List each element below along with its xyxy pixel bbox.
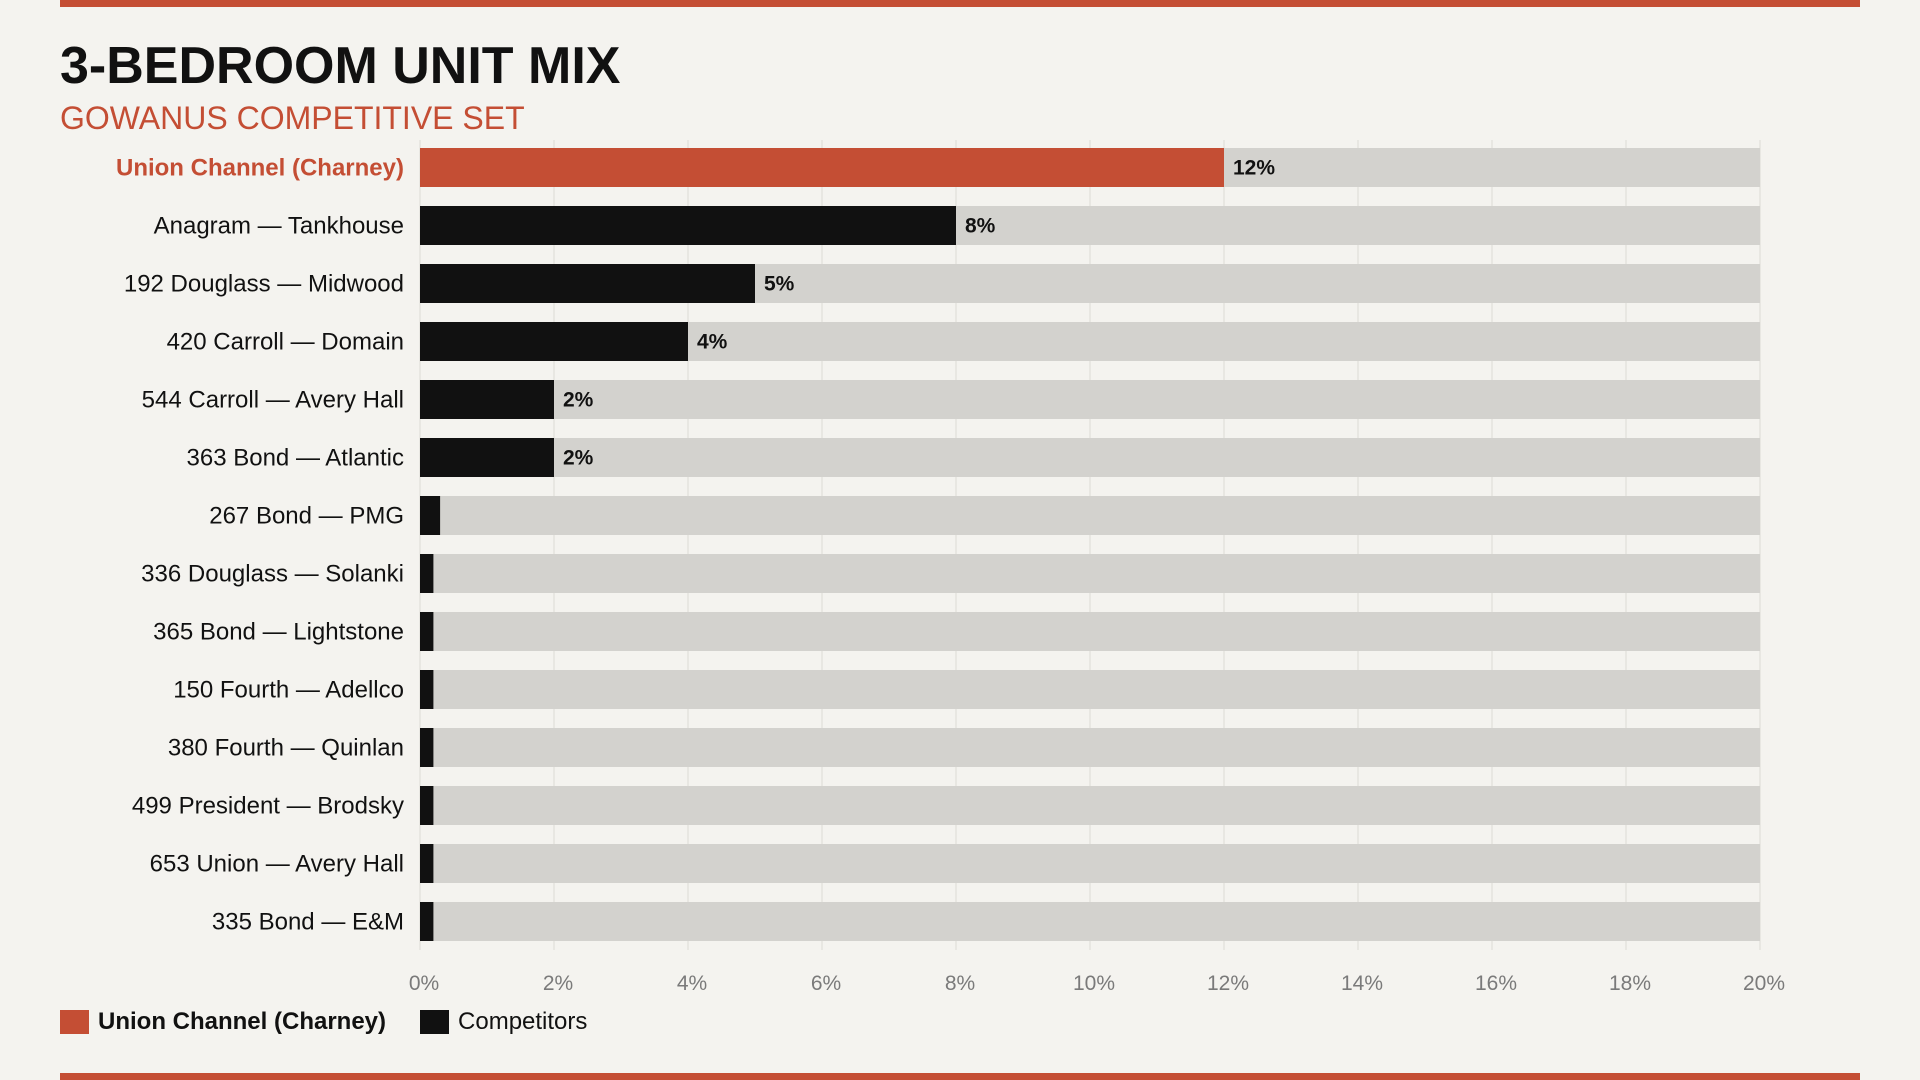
chart-legend: Union Channel (Charney) Competitors — [60, 1008, 621, 1036]
bar — [420, 554, 434, 593]
category-label: 499 President — Brodsky — [132, 793, 404, 820]
legend-item-competitors: Competitors — [420, 1008, 587, 1036]
bar-track — [420, 902, 1760, 941]
legend-swatch-highlight — [60, 1010, 89, 1034]
category-label: 544 Carroll — Avery Hall — [142, 387, 404, 414]
category-label: 150 Fourth — Adellco — [173, 677, 404, 704]
value-label: 12% — [1233, 157, 1275, 180]
x-tick-label: 6% — [811, 972, 841, 995]
bar — [420, 612, 434, 651]
x-tick-label: 18% — [1609, 972, 1651, 995]
x-tick-label: 14% — [1341, 972, 1383, 995]
category-label: 420 Carroll — Domain — [167, 329, 404, 356]
bar — [420, 786, 434, 825]
category-label: Union Channel (Charney) — [116, 155, 404, 182]
bar-track — [420, 670, 1760, 709]
bar — [420, 670, 434, 709]
bar — [420, 728, 434, 767]
value-label: 2% — [563, 447, 594, 470]
value-label: 8% — [965, 215, 996, 238]
category-label: 192 Douglass — Midwood — [124, 271, 404, 298]
bar — [420, 206, 956, 245]
category-label: 380 Fourth — Quinlan — [168, 735, 404, 762]
x-tick-label: 4% — [677, 972, 707, 995]
chart-subtitle: GOWANUS COMPETITIVE SET — [60, 100, 525, 136]
bottom-accent-rule — [60, 1073, 1860, 1080]
bar-highlight — [420, 148, 1224, 187]
category-label: 267 Bond — PMG — [209, 503, 404, 530]
x-tick-label: 10% — [1073, 972, 1115, 995]
bar-track — [420, 554, 1760, 593]
bar — [420, 844, 434, 883]
x-tick-label: 8% — [945, 972, 975, 995]
x-tick-label: 16% — [1475, 972, 1517, 995]
category-label: 365 Bond — Lightstone — [153, 619, 404, 646]
bar-track — [420, 438, 1760, 477]
bar-track — [420, 612, 1760, 651]
value-label: 5% — [764, 273, 795, 296]
value-label: 2% — [563, 389, 594, 412]
category-label: 335 Bond — E&M — [212, 909, 404, 936]
bar — [420, 438, 554, 477]
bar-track — [420, 844, 1760, 883]
category-label: 363 Bond — Atlantic — [187, 445, 404, 472]
legend-swatch-competitors — [420, 1010, 450, 1034]
legend-label-competitors: Competitors — [458, 1008, 588, 1035]
bar-track — [420, 496, 1760, 535]
bar — [420, 496, 441, 535]
category-label: 336 Douglass — Solanki — [141, 561, 404, 588]
chart-title: 3-BEDROOM UNIT MIX — [60, 37, 621, 95]
bar — [420, 322, 688, 361]
top-accent-rule — [60, 0, 1860, 7]
bar-track — [420, 728, 1760, 767]
legend-item-highlight: Union Channel (Charney) — [60, 1008, 386, 1036]
bar — [420, 264, 755, 303]
x-tick-label: 0% — [409, 972, 439, 995]
x-tick-label: 12% — [1207, 972, 1249, 995]
category-label: 653 Union — Avery Hall — [150, 851, 404, 878]
bar — [420, 380, 554, 419]
bar — [420, 902, 434, 941]
bar-track — [420, 380, 1760, 419]
legend-label-highlight: Union Channel (Charney) — [98, 1008, 387, 1035]
x-tick-label: 2% — [543, 972, 573, 995]
x-tick-label: 20% — [1743, 972, 1785, 995]
category-label: Anagram — Tankhouse — [154, 213, 404, 240]
bar-track — [420, 786, 1760, 825]
value-label: 4% — [697, 331, 728, 354]
